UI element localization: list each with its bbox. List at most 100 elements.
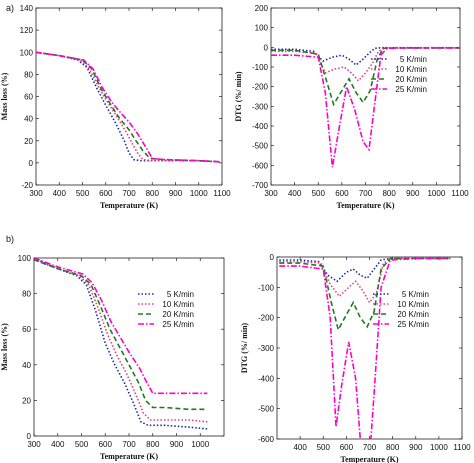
x-tick-label: 1000 (430, 443, 448, 452)
legend-label: 20 K/min (397, 310, 429, 319)
legend-label: 20 K/min (395, 75, 427, 84)
y-tick-label: -300 (252, 102, 269, 111)
x-tick-label: 1000 (190, 189, 208, 198)
series-line-4 (271, 47, 460, 168)
plot-frame (35, 7, 223, 186)
x-tick-label: 400 (51, 440, 65, 449)
y-axis-title: DTG (%/ min) (234, 71, 243, 122)
y-tick-label: -400 (258, 374, 275, 383)
series-line-2 (271, 47, 460, 82)
y-axis-title: DTG (%/ min) (240, 323, 249, 374)
series-line-4 (34, 258, 208, 395)
panel-label-a: a) (6, 3, 14, 13)
x-tick-label: 300 (29, 189, 43, 198)
y-tick-label: 0 (270, 253, 275, 262)
y-tick-label: -500 (252, 142, 269, 151)
x-tick-label: 600 (99, 189, 113, 198)
legend-label: 5 K/min (167, 290, 194, 299)
y-tick-label: -600 (258, 435, 275, 444)
y-tick-label: -20 (21, 181, 33, 190)
x-tick-label: 1100 (451, 189, 469, 198)
y-tick-label: -300 (258, 344, 275, 353)
x-tick-label: 700 (122, 189, 136, 198)
y-tick-label: -200 (252, 83, 269, 92)
x-tick-label: 300 (264, 189, 278, 198)
y-tick-label: 100 (20, 48, 34, 57)
series-group (271, 46, 460, 168)
series-line-1 (36, 51, 220, 163)
x-tick-label: 900 (169, 189, 183, 198)
x-tick-label: 900 (170, 440, 184, 449)
series-line-3 (34, 259, 208, 411)
y-tick-label: -700 (252, 181, 269, 190)
series-line-3 (36, 51, 220, 163)
y-tick-label: 120 (20, 26, 34, 35)
y-tick-label: 60 (22, 325, 31, 334)
chart-a-right: 300 400 500 600 700 800 900 1000 1100-700-600-50… (234, 4, 469, 210)
y-tick-label: -600 (252, 161, 269, 170)
x-tick-label: 500 (76, 189, 90, 198)
series-group (279, 257, 451, 439)
y-tick-label: 100 (255, 24, 269, 33)
y-tick-label: -500 (258, 405, 275, 414)
x-tick-label: 800 (386, 443, 400, 452)
legend-label: 25 K/min (397, 320, 429, 329)
x-tick-label: 600 (99, 440, 113, 449)
series-line-4 (279, 257, 451, 439)
plot-frame (270, 7, 461, 186)
x-tick-label: 1100 (453, 443, 471, 452)
y-tick-label: 40 (24, 115, 33, 124)
chart-a-left: 300 400 500 600 700 800 900 1000 1100 -20 0 20 40 60 8… (0, 4, 231, 210)
chart-b-right: 400 500 600 700 800 900 1000 1100 -600 -500 -400 -3… (240, 253, 471, 463)
legend-label: 5 K/min (400, 55, 427, 64)
x-tick-label: 900 (409, 443, 423, 452)
charts: 300 400 500 600 700 800 900 1000 1100-2002040608… (0, 4, 471, 463)
y-tick-label: 60 (24, 93, 33, 102)
y-tick-label: -200 (258, 314, 275, 323)
y-tick-label: 20 (22, 396, 31, 405)
y-axis-title: Mass loss (%) (0, 72, 9, 120)
x-axis-title: Temperature (K) (337, 201, 395, 210)
y-tick-label: -100 (258, 283, 275, 292)
y-tick-label: -100 (252, 63, 269, 72)
y-tick-label: 0 (27, 432, 32, 441)
legend-label: 20 K/min (162, 310, 194, 319)
y-axis-title: Mass loss (%) (0, 323, 9, 371)
x-tick-label: 900 (406, 189, 420, 198)
series-line-4 (36, 51, 220, 163)
legend-label: 5 K/min (402, 290, 429, 299)
series-group (36, 51, 220, 163)
y-tick-label: 140 (20, 4, 34, 13)
legend-label: 10 K/min (395, 65, 427, 74)
y-tick-label: 20 (24, 137, 33, 146)
legend-label: 25 K/min (395, 85, 427, 94)
x-tick-label: 800 (146, 189, 160, 198)
series-group (34, 258, 208, 430)
x-tick-label: 1000 (427, 189, 445, 198)
x-axis-title: Temperature (K) (100, 452, 158, 461)
panel-label-b: b) (6, 234, 14, 244)
y-tick-label: 200 (255, 4, 269, 13)
x-tick-label: 800 (382, 189, 396, 198)
x-tick-label: 600 (340, 443, 354, 452)
y-tick-label: -400 (252, 122, 269, 131)
x-tick-label: 400 (53, 189, 67, 198)
series-line-3 (279, 257, 451, 332)
legend-label: 25 K/min (162, 320, 194, 329)
x-tick-label: 500 (317, 443, 331, 452)
x-tick-label: 400 (293, 443, 307, 452)
legend-label: 10 K/min (162, 300, 194, 309)
x-tick-label: 500 (75, 440, 89, 449)
x-tick-label: 700 (363, 443, 377, 452)
legend-label: 10 K/min (397, 300, 429, 309)
series-line-1 (34, 258, 208, 430)
x-tick-label: 300 (27, 440, 41, 449)
x-tick-label: 1100 (213, 189, 231, 198)
plot-frame (276, 256, 463, 440)
x-tick-label: 600 (335, 189, 349, 198)
x-tick-label: 700 (122, 440, 136, 449)
x-tick-label: 400 (288, 189, 302, 198)
y-tick-label: 100 (18, 254, 32, 263)
